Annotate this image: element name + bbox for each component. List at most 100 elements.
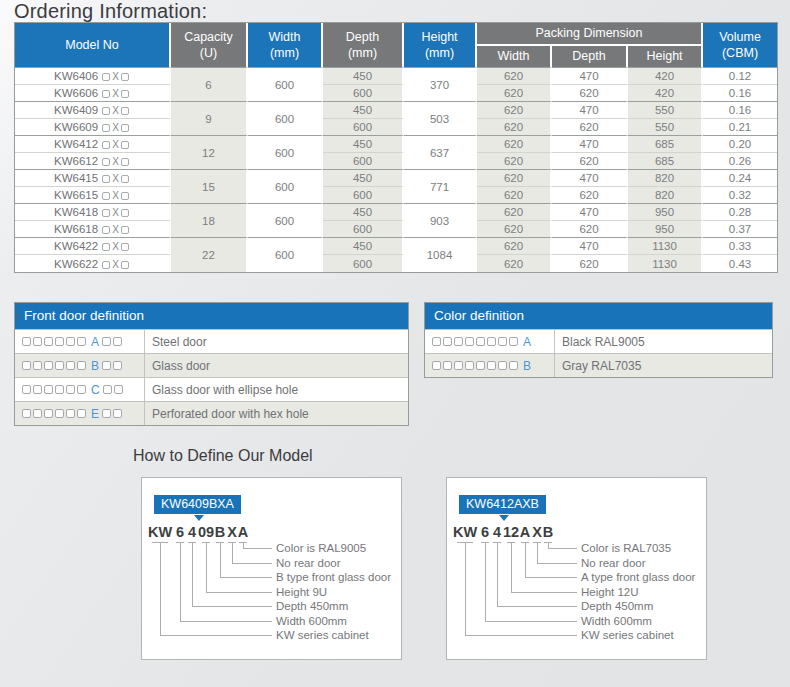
pack-depth-cell: 470 xyxy=(552,238,628,255)
checkbox-placeholder-icon xyxy=(121,226,129,234)
door-code-letter: E xyxy=(91,407,99,421)
table-row: KW6415 X 15 600 450 771 620 470 820 0.24 xyxy=(15,170,777,187)
pack-width-cell: 620 xyxy=(477,238,552,255)
checkbox-placeholder-icon xyxy=(121,243,129,251)
capacity-cell: 22 xyxy=(171,238,248,272)
x-mark: X xyxy=(112,122,119,133)
pack-depth-cell: 470 xyxy=(552,68,628,85)
pack-height-cell: 820 xyxy=(628,170,703,187)
pack-depth-cell: 470 xyxy=(552,204,628,221)
checkbox-placeholder-icon xyxy=(33,385,42,394)
pack-height-cell: 550 xyxy=(628,119,703,136)
color-code-pattern: B xyxy=(425,354,555,377)
header-packing-width: Width xyxy=(477,46,552,68)
checkbox-placeholder-icon xyxy=(55,337,64,346)
table-row: KW6418 X 18 600 450 903 620 470 950 0.28 xyxy=(15,204,777,221)
pack-width-cell: 620 xyxy=(477,119,552,136)
checkbox-placeholder-icon xyxy=(55,361,64,370)
pack-height-cell: 1130 xyxy=(628,255,703,272)
model-number: KW6422 xyxy=(54,240,98,252)
checkbox-placeholder-icon xyxy=(33,409,42,418)
height-cell: 1084 xyxy=(404,238,477,272)
pack-width-cell: 620 xyxy=(477,221,552,238)
checkbox-placeholder-icon xyxy=(103,385,112,394)
volume-cell: 0.16 xyxy=(703,85,777,102)
model-part-label: No rear door xyxy=(276,556,400,571)
header-width-line2: (mm) xyxy=(248,45,321,61)
header-width-line1: Width xyxy=(248,29,321,45)
pack-depth-cell: 620 xyxy=(552,119,628,136)
header-depth-line2: (mm) xyxy=(323,45,402,61)
header-volume: Volume (CBM) xyxy=(703,23,777,68)
checkbox-placeholder-icon xyxy=(66,409,75,418)
model-cell: KW6406 X xyxy=(15,68,171,85)
checkbox-placeholder-icon xyxy=(102,158,110,166)
model-number: KW6406 xyxy=(54,70,98,82)
volume-cell: 0.16 xyxy=(703,102,777,119)
width-cell: 600 xyxy=(248,68,323,102)
volume-cell: 0.20 xyxy=(703,136,777,153)
model-part-label: B type front glass door xyxy=(276,570,400,585)
model-guide-title: How to Define Our Model xyxy=(133,447,313,465)
x-mark: X xyxy=(112,259,119,270)
table-row: KW6406 X 6 600 450 370 620 470 420 0.12 xyxy=(15,68,777,85)
model-number: KW6412 xyxy=(54,138,98,150)
pack-depth-cell: 470 xyxy=(552,102,628,119)
model-part-label: A type front glass door xyxy=(581,570,705,585)
model-cell: KW6409 X xyxy=(15,102,171,119)
pack-height-cell: 685 xyxy=(628,136,703,153)
checkbox-placeholder-icon xyxy=(121,90,129,98)
model-cell: KW6415 X xyxy=(15,170,171,187)
checkbox-placeholder-icon xyxy=(454,361,463,370)
door-code-pattern: B xyxy=(15,354,145,377)
pack-width-cell: 620 xyxy=(477,102,552,119)
pack-height-cell: 820 xyxy=(628,187,703,204)
table-row: KW6609 X 600 620 620 550 0.21 xyxy=(15,119,777,136)
checkbox-placeholder-icon xyxy=(113,337,122,346)
door-code-pattern: A xyxy=(15,330,145,353)
model-cell: KW6612 X xyxy=(15,153,171,170)
checkbox-placeholder-icon xyxy=(509,361,518,370)
color-row: A Black RAL9005 xyxy=(425,329,772,353)
volume-cell: 0.12 xyxy=(703,68,777,85)
front-door-definition-table: Front door definition A Steel door B Gla… xyxy=(14,302,409,426)
front-door-row: A Steel door xyxy=(15,329,408,353)
checkbox-placeholder-icon xyxy=(476,361,485,370)
checkbox-placeholder-icon xyxy=(102,107,110,115)
table-group: KW6418 X 18 600 450 903 620 470 950 0.28… xyxy=(15,204,777,238)
color-definition-title: Color definition xyxy=(425,303,772,329)
model-cell: KW6422 X xyxy=(15,238,171,255)
checkbox-placeholder-icon xyxy=(465,361,474,370)
checkbox-placeholder-icon xyxy=(121,261,129,269)
capacity-cell: 15 xyxy=(171,170,248,204)
checkbox-placeholder-icon xyxy=(44,361,53,370)
pack-width-cell: 620 xyxy=(477,187,552,204)
model-part-label: Color is RAL9005 xyxy=(276,541,400,556)
color-row: B Gray RAL7035 xyxy=(425,353,772,377)
color-code-letter: A xyxy=(523,335,531,349)
checkbox-placeholder-icon xyxy=(487,361,496,370)
checkbox-placeholder-icon xyxy=(77,361,86,370)
checkbox-placeholder-icon xyxy=(102,226,110,234)
pack-height-cell: 420 xyxy=(628,85,703,102)
model-part-label: Depth 450mm xyxy=(276,599,400,614)
checkbox-placeholder-icon xyxy=(498,337,507,346)
checkbox-placeholder-icon xyxy=(487,337,496,346)
depth-cell: 600 xyxy=(323,187,404,204)
checkbox-placeholder-icon xyxy=(33,337,42,346)
model-cell: KW6615 X xyxy=(15,187,171,204)
header-height-line1: Height xyxy=(404,29,475,45)
checkbox-placeholder-icon xyxy=(102,124,110,132)
front-door-row: C Glass door with ellipse hole xyxy=(15,377,408,401)
table-group: KW6409 X 9 600 450 503 620 470 550 0.16 … xyxy=(15,102,777,136)
checkbox-placeholder-icon xyxy=(121,141,129,149)
checkbox-placeholder-icon xyxy=(102,243,110,251)
door-code-letter: A xyxy=(91,335,99,349)
model-part-label: Width 600mm xyxy=(581,614,705,629)
color-label: Black RAL9005 xyxy=(555,330,772,353)
checkbox-placeholder-icon xyxy=(121,209,129,217)
pack-depth-cell: 620 xyxy=(552,153,628,170)
table-row: KW6612 X 600 620 620 685 0.26 xyxy=(15,153,777,170)
depth-cell: 450 xyxy=(323,170,404,187)
width-cell: 600 xyxy=(248,204,323,238)
